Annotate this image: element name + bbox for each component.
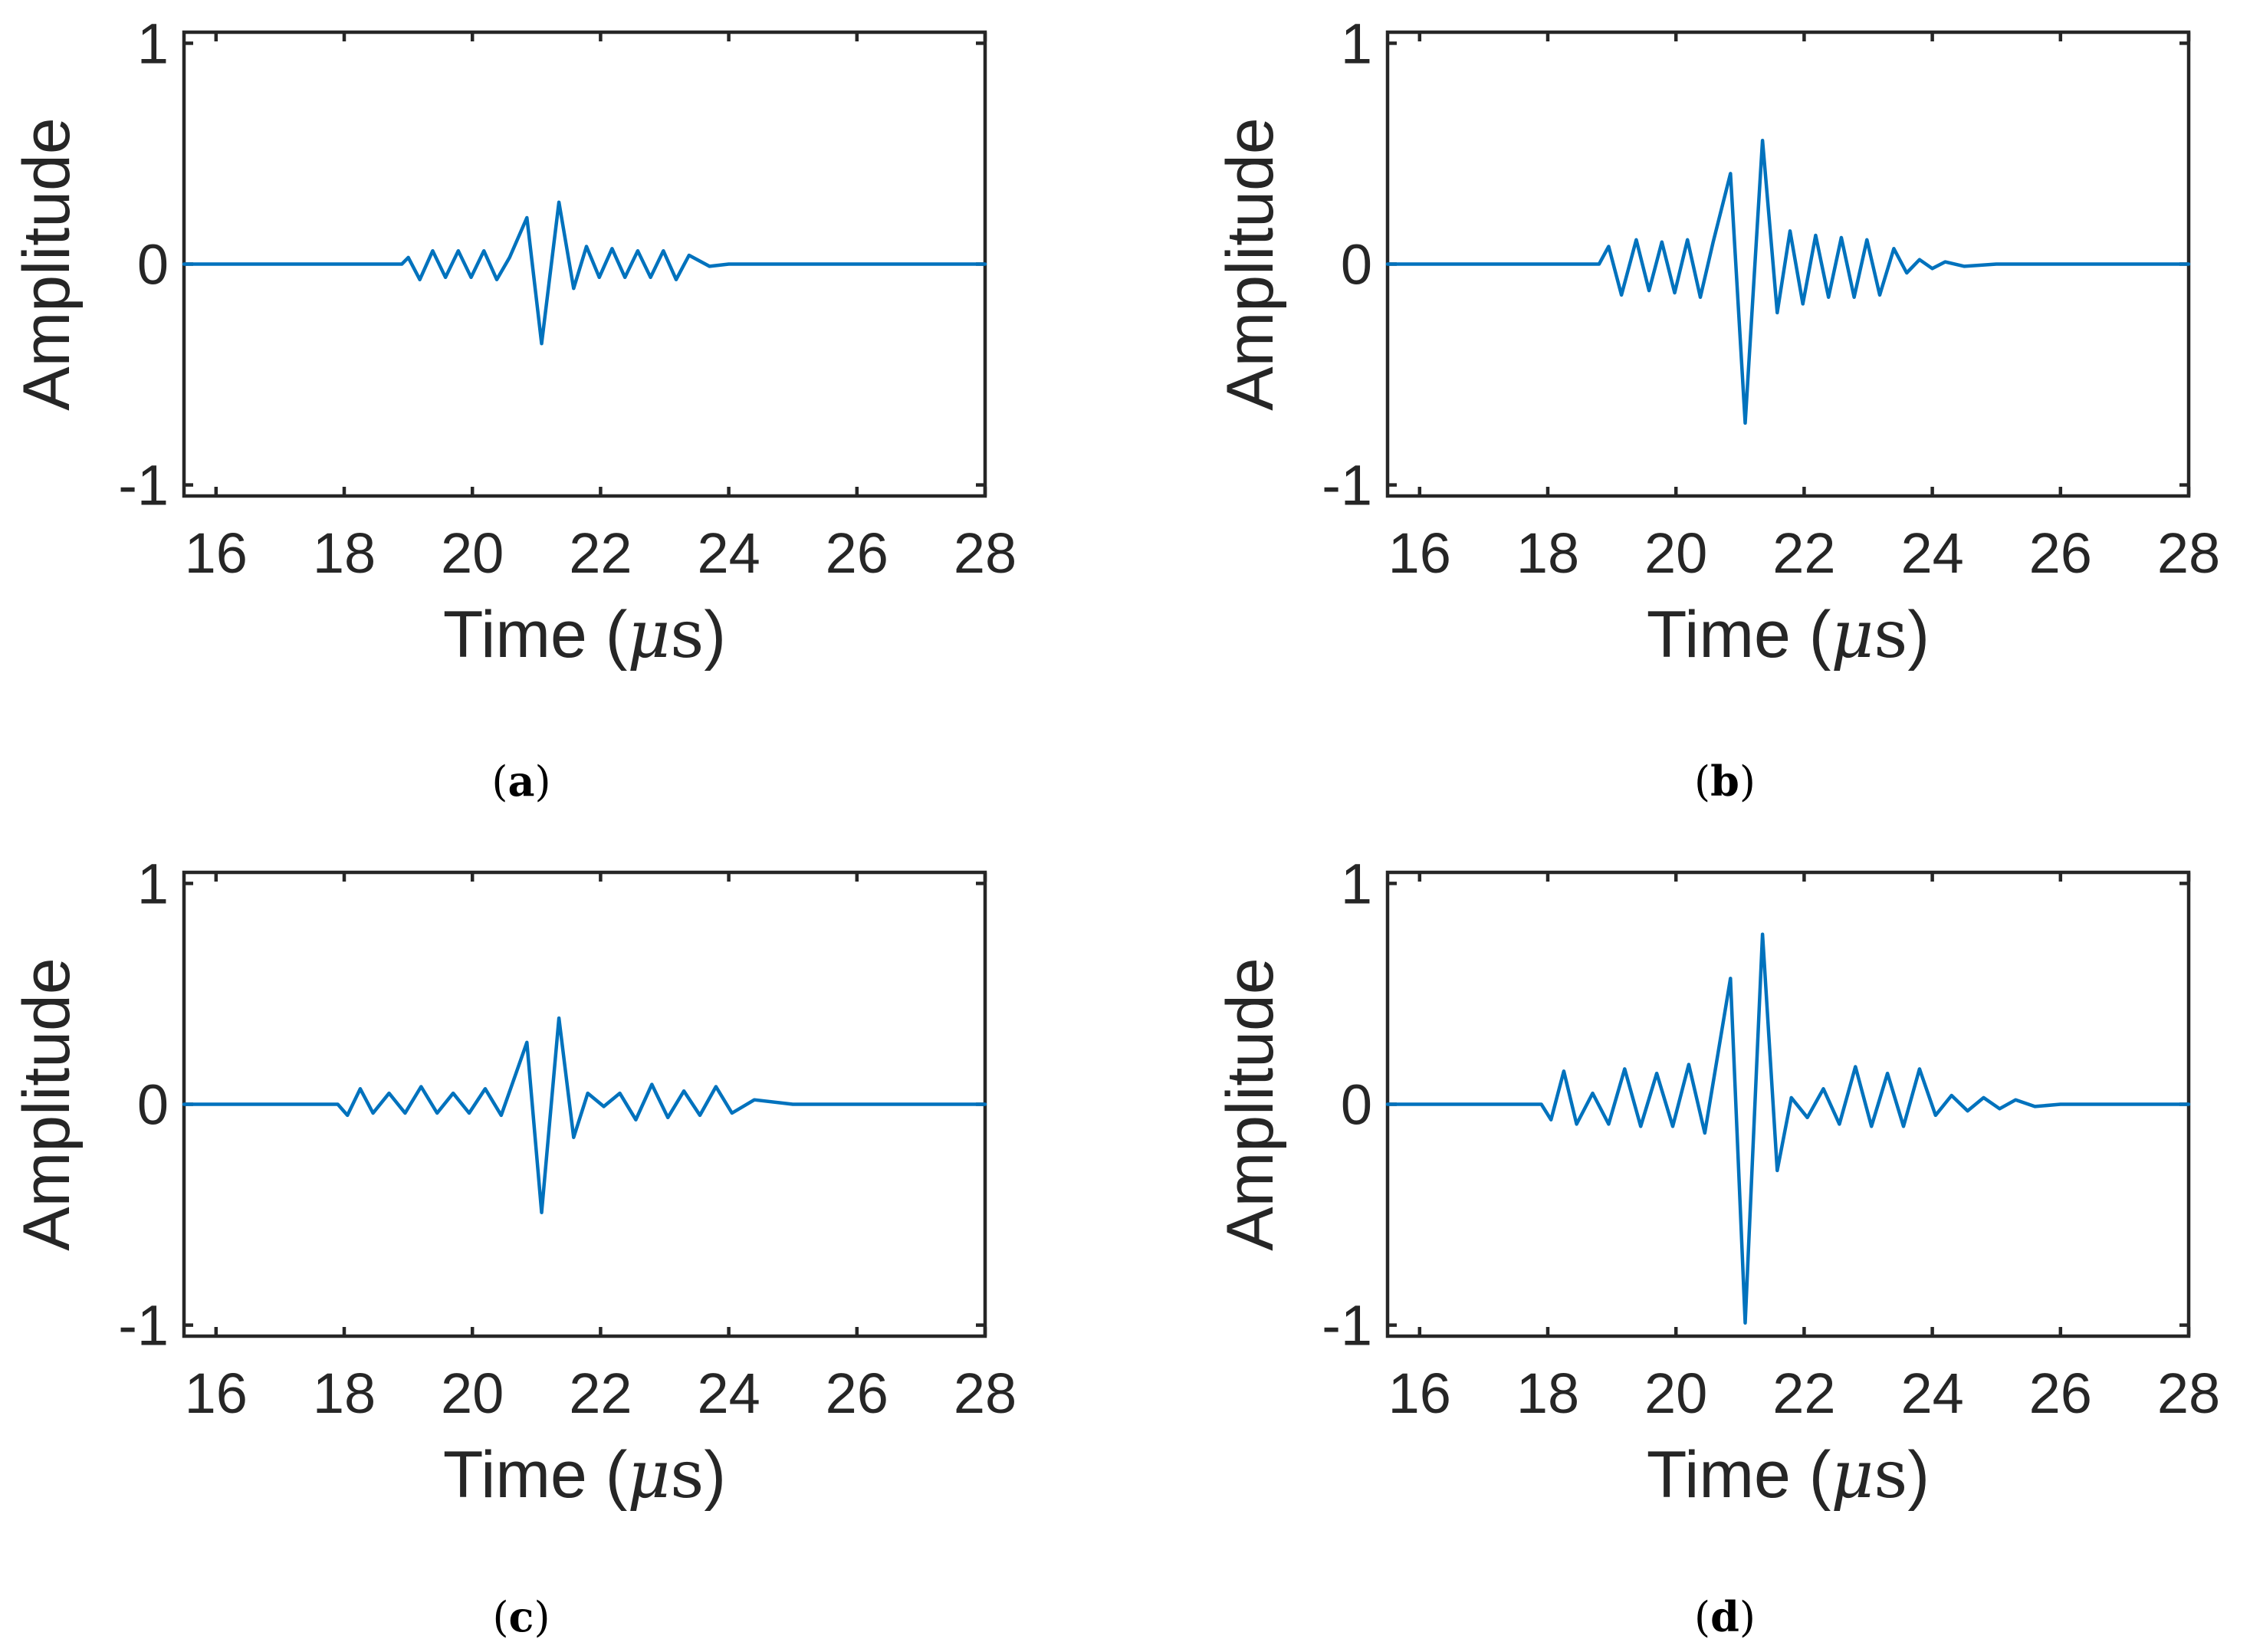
x-tick-label: 28 — [954, 1361, 1017, 1425]
x-tick-label: 26 — [826, 521, 889, 585]
x-tick-label: 16 — [185, 521, 248, 585]
x-tick-label: 22 — [1772, 521, 1835, 585]
x-axis-title: Time (μs) — [1647, 1437, 1930, 1513]
x-tick-label: 18 — [1516, 1361, 1579, 1425]
x-tick-label: 26 — [2029, 521, 2092, 585]
x-tick-label: 16 — [185, 1361, 248, 1425]
series-line — [182, 1016, 987, 1214]
x-tick-label: 16 — [1388, 1361, 1451, 1425]
x-axis-title: Time (μs) — [443, 596, 726, 673]
x-tick-label: 16 — [1388, 521, 1451, 585]
panel-caption: (b) — [1694, 757, 1756, 806]
panel-caption: (d) — [1694, 1592, 1756, 1641]
caption-open-paren: ( — [492, 1593, 508, 1641]
x-tick-label: 20 — [441, 521, 504, 585]
caption-letter: a — [508, 757, 535, 806]
x-axis-title-mu: μ — [1831, 1437, 1874, 1513]
x-axis-title: Time (μs) — [443, 1437, 726, 1513]
x-tick-label: 26 — [826, 1361, 889, 1425]
x-tick-label: 20 — [1644, 521, 1707, 585]
y-axis-title: Amplitude — [1214, 957, 1287, 1250]
x-tick-label: 24 — [1900, 521, 1963, 585]
x-axis-title-close: ) — [1907, 1438, 1930, 1512]
y-tick-label: 1 — [137, 11, 169, 75]
x-tick-label: 28 — [954, 521, 1017, 585]
x-axis-title-main: Time ( — [443, 598, 628, 672]
x-tick-label: 28 — [2157, 521, 2220, 585]
x-tick-label: 18 — [1516, 521, 1579, 585]
x-axis-title-mu: μ — [627, 596, 670, 673]
x-axis-title-close: ) — [1907, 598, 1930, 672]
x-axis-title-main: Time ( — [1647, 598, 1831, 672]
x-axis-title-main: Time ( — [1647, 1438, 1831, 1512]
x-axis-title-unit: s — [670, 1437, 704, 1513]
y-axis-title: Amplitude — [10, 957, 84, 1250]
x-axis-title-unit: s — [1874, 596, 1907, 673]
caption-letter: c — [509, 1592, 534, 1641]
y-tick-label: -1 — [118, 1294, 169, 1358]
x-tick-label: 20 — [441, 1361, 504, 1425]
x-tick-label: 22 — [569, 1361, 632, 1425]
caption-open-paren: ( — [1694, 757, 1710, 806]
y-tick-label: 0 — [137, 1073, 169, 1137]
caption-letter: b — [1710, 757, 1739, 806]
panel-caption: (a) — [491, 757, 550, 806]
x-tick-label: 24 — [1900, 1361, 1963, 1425]
y-tick-label: 1 — [1341, 852, 1372, 915]
y-tick-label: -1 — [118, 454, 169, 517]
x-axis-title-unit: s — [670, 596, 704, 673]
caption-close-paren: ) — [534, 1593, 550, 1641]
y-tick-label: 1 — [137, 852, 169, 915]
x-tick-label: 22 — [569, 521, 632, 585]
caption-open-paren: ( — [491, 757, 507, 806]
x-axis-title-mu: μ — [1831, 596, 1874, 673]
y-tick-label: 1 — [1341, 11, 1372, 75]
x-axis-title-main: Time ( — [443, 1438, 628, 1512]
x-axis-title-close: ) — [704, 598, 726, 672]
series-line — [182, 200, 987, 346]
x-tick-label: 28 — [2157, 1361, 2220, 1425]
x-tick-label: 24 — [697, 1361, 760, 1425]
series-line — [1385, 138, 2191, 425]
x-axis-title: Time (μs) — [1647, 596, 1930, 673]
x-axis-title-mu: μ — [627, 1437, 670, 1513]
x-tick-label: 18 — [313, 1361, 376, 1425]
y-tick-label: -1 — [1322, 1294, 1372, 1358]
x-axis-title-close: ) — [704, 1438, 726, 1512]
y-axis-title: Amplitude — [1214, 117, 1287, 410]
x-tick-label: 26 — [2029, 1361, 2092, 1425]
caption-close-paren: ) — [1739, 1593, 1756, 1641]
caption-close-paren: ) — [1739, 757, 1756, 806]
x-axis-title-unit: s — [1874, 1437, 1907, 1513]
caption-letter: d — [1710, 1592, 1739, 1641]
series-line — [1385, 932, 2191, 1325]
x-tick-label: 18 — [313, 521, 376, 585]
x-tick-label: 20 — [1644, 1361, 1707, 1425]
y-tick-label: 0 — [1341, 1073, 1372, 1137]
caption-open-paren: ( — [1694, 1593, 1710, 1641]
y-tick-label: 0 — [137, 233, 169, 297]
y-axis-title: Amplitude — [10, 117, 84, 410]
x-tick-label: 22 — [1772, 1361, 1835, 1425]
y-tick-label: 0 — [1341, 233, 1372, 297]
y-tick-label: -1 — [1322, 454, 1372, 517]
caption-close-paren: ) — [535, 757, 551, 806]
x-tick-label: 24 — [697, 521, 760, 585]
panel-caption: (c) — [492, 1592, 550, 1641]
